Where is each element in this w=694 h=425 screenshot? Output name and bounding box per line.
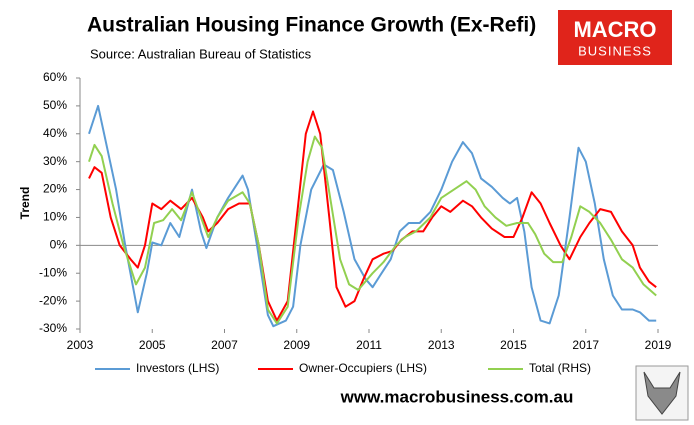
chart-title: Australian Housing Finance Growth (Ex-Re… bbox=[87, 14, 536, 37]
x-tick-label: 2007 bbox=[211, 338, 238, 352]
x-tick-label: 2011 bbox=[356, 338, 382, 352]
y-tick-label: -30% bbox=[39, 321, 67, 335]
legend-label: Total (RHS) bbox=[529, 361, 591, 375]
icon-shape bbox=[643, 371, 681, 415]
legend-label: Owner-Occupiers (LHS) bbox=[299, 361, 427, 375]
logo-text: MACRO bbox=[573, 17, 656, 42]
x-tick-label: 2017 bbox=[572, 338, 599, 352]
y-tick-label: 40% bbox=[43, 126, 67, 140]
wolf-icon bbox=[635, 365, 689, 421]
y-tick-label: -20% bbox=[39, 293, 67, 307]
y-tick-label: 10% bbox=[43, 210, 67, 224]
y-tick-label: 60% bbox=[43, 70, 67, 84]
y-axis-label: Trend bbox=[18, 187, 32, 220]
x-tick-label: 2009 bbox=[283, 338, 310, 352]
y-tick-label: 30% bbox=[43, 154, 67, 168]
logo-box bbox=[558, 10, 672, 65]
series-line bbox=[88, 110, 657, 322]
x-tick-label: 2005 bbox=[139, 338, 166, 352]
series-line bbox=[88, 135, 657, 325]
y-tick-label: 0% bbox=[50, 238, 68, 252]
y-tick-label: -10% bbox=[39, 265, 67, 279]
y-tick-label: 50% bbox=[43, 98, 67, 112]
footer-url: www.macrobusiness.com.au bbox=[340, 387, 574, 406]
x-tick-label: 2015 bbox=[500, 338, 527, 352]
x-tick-label: 2019 bbox=[645, 338, 672, 352]
y-tick-label: 20% bbox=[43, 182, 67, 196]
logo-text: BUSINESS bbox=[578, 43, 652, 58]
chart-subtitle: Source: Australian Bureau of Statistics bbox=[90, 46, 312, 61]
series-line bbox=[88, 104, 657, 328]
legend-label: Investors (LHS) bbox=[136, 361, 219, 375]
x-tick-label: 2013 bbox=[428, 338, 455, 352]
x-tick-label: 2003 bbox=[67, 338, 94, 352]
